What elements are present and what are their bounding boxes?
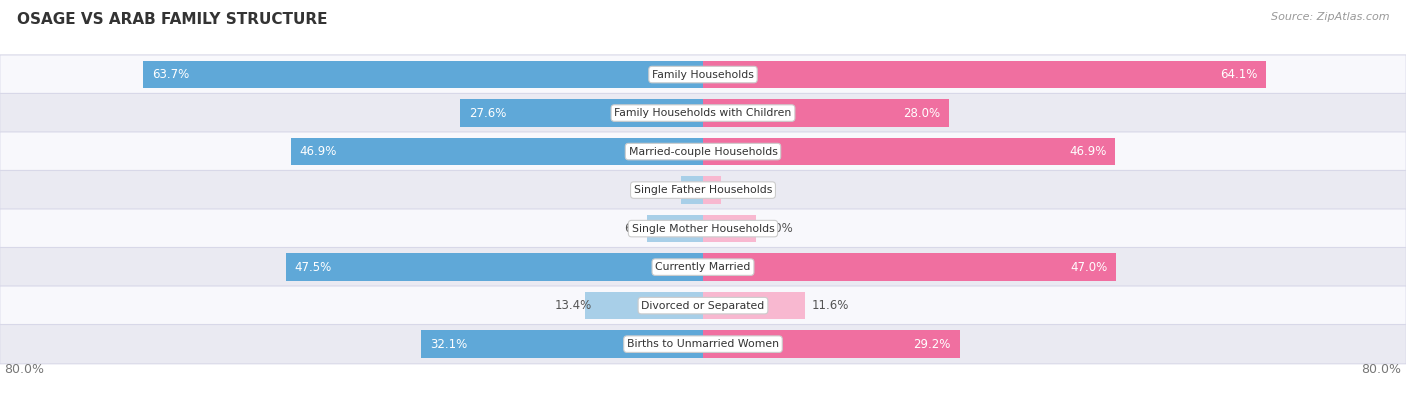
- Bar: [143, 61, 703, 88]
- Bar: [703, 61, 1267, 88]
- Text: Single Father Households: Single Father Households: [634, 185, 772, 195]
- Text: Currently Married: Currently Married: [655, 262, 751, 272]
- Bar: [703, 176, 721, 204]
- Text: 47.5%: 47.5%: [294, 261, 332, 274]
- Text: Divorced or Separated: Divorced or Separated: [641, 301, 765, 310]
- Bar: [285, 253, 703, 281]
- Bar: [703, 253, 1116, 281]
- FancyBboxPatch shape: [0, 132, 1406, 171]
- Text: Single Mother Households: Single Mother Households: [631, 224, 775, 233]
- FancyBboxPatch shape: [0, 325, 1406, 364]
- Bar: [703, 330, 960, 358]
- Bar: [703, 215, 756, 243]
- Bar: [703, 99, 949, 127]
- Text: Married-couple Households: Married-couple Households: [628, 147, 778, 156]
- Text: 6.0%: 6.0%: [762, 222, 793, 235]
- Bar: [420, 330, 703, 358]
- Text: 28.0%: 28.0%: [903, 107, 941, 120]
- FancyBboxPatch shape: [0, 286, 1406, 325]
- Text: Family Households: Family Households: [652, 70, 754, 79]
- Text: 32.1%: 32.1%: [430, 338, 467, 351]
- FancyBboxPatch shape: [0, 209, 1406, 248]
- Text: 63.7%: 63.7%: [152, 68, 190, 81]
- FancyBboxPatch shape: [0, 248, 1406, 287]
- Text: 80.0%: 80.0%: [1361, 363, 1402, 376]
- Bar: [461, 99, 703, 127]
- Bar: [291, 138, 703, 166]
- Text: 2.5%: 2.5%: [658, 184, 688, 197]
- Text: 6.4%: 6.4%: [624, 222, 654, 235]
- FancyBboxPatch shape: [0, 94, 1406, 133]
- Text: 11.6%: 11.6%: [813, 299, 849, 312]
- Bar: [703, 138, 1115, 166]
- Text: 80.0%: 80.0%: [4, 363, 45, 376]
- Bar: [681, 176, 703, 204]
- Text: 29.2%: 29.2%: [914, 338, 950, 351]
- Bar: [647, 215, 703, 243]
- Text: 64.1%: 64.1%: [1220, 68, 1257, 81]
- Text: Family Households with Children: Family Households with Children: [614, 108, 792, 118]
- Text: 46.9%: 46.9%: [299, 145, 337, 158]
- FancyBboxPatch shape: [0, 55, 1406, 94]
- FancyBboxPatch shape: [0, 171, 1406, 210]
- Bar: [703, 292, 804, 320]
- Bar: [585, 292, 703, 320]
- Text: OSAGE VS ARAB FAMILY STRUCTURE: OSAGE VS ARAB FAMILY STRUCTURE: [17, 12, 328, 27]
- Text: 47.0%: 47.0%: [1070, 261, 1108, 274]
- Text: 2.1%: 2.1%: [728, 184, 758, 197]
- Text: 46.9%: 46.9%: [1069, 145, 1107, 158]
- Text: Births to Unmarried Women: Births to Unmarried Women: [627, 339, 779, 349]
- Text: Source: ZipAtlas.com: Source: ZipAtlas.com: [1271, 12, 1389, 22]
- Text: 13.4%: 13.4%: [555, 299, 592, 312]
- Text: 27.6%: 27.6%: [470, 107, 506, 120]
